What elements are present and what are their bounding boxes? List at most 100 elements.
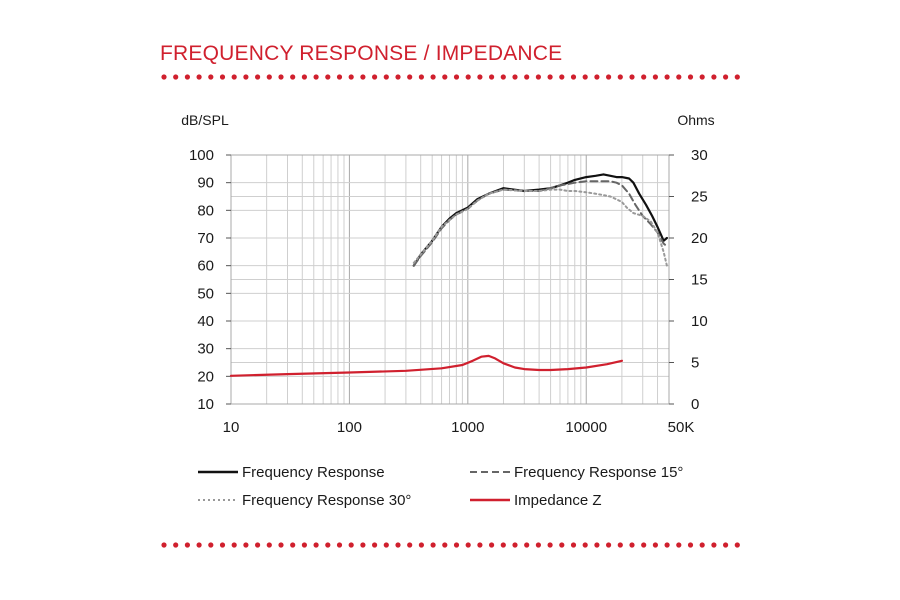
divider-dot [372,542,378,548]
divider-dot [606,74,612,80]
divider-dot [617,542,623,548]
divider-dot [290,74,296,80]
y-left-tick-label: 50 [197,285,214,302]
divider-dot [477,542,483,548]
divider-dot [208,542,214,548]
divider-dot [606,542,612,548]
divider-dot [489,542,495,548]
legend-label-3: Frequency Response 30° [242,492,411,509]
y-right-axis-label: Ohms [677,112,714,128]
divider-dot [676,542,682,548]
divider-dot [173,74,179,80]
divider-dot [301,74,307,80]
section-title: FREQUENCY RESPONSE / IMPEDANCE [160,42,563,65]
divider-dot [430,542,436,548]
divider-dot [395,542,401,548]
divider-dot [547,542,553,548]
legend-label-2: Frequency Response 15° [514,464,683,481]
divider-dot [723,542,729,548]
divider-dot [512,542,518,548]
divider-dot [711,542,717,548]
legend-label-4: Impedance Z [514,492,602,509]
divider-dot [255,74,261,80]
x-tick-label: 10000 [565,419,607,436]
divider-dot [360,542,366,548]
divider-dot [524,542,530,548]
y-left-tick-label: 80 [197,202,214,219]
divider-dots-top [161,74,740,80]
y-left-tick-label: 10 [197,396,214,413]
series-line-3 [412,188,668,267]
divider-dot [418,542,424,548]
divider-dot [278,542,284,548]
divider-dot [313,542,319,548]
divider-dot [360,74,366,80]
divider-dot [734,74,740,80]
divider-dot [687,74,694,80]
y-right-tick-label: 30 [691,147,708,164]
divider-dot [231,74,237,80]
divider-dot [219,542,226,548]
divider-dot [512,74,518,80]
chart-grid [230,154,670,405]
divider-dot [570,74,577,80]
x-tick-label: 100 [337,419,362,436]
divider-dot [535,542,541,548]
divider-dot [336,74,343,80]
y-left-tick-label: 100 [189,147,214,164]
divider-dot [570,542,577,548]
divider-dot [559,542,565,548]
divider-dot [407,542,413,548]
divider-dot [243,542,249,548]
y-right-tick-label: 5 [691,355,699,372]
divider-dot [255,542,261,548]
divider-dot [196,542,202,548]
divider-dot [161,74,167,80]
divider-dot [219,74,226,80]
y-right-tick-label: 0 [691,396,699,413]
divider-dot [325,542,331,548]
divider-dot [711,74,717,80]
y-right-tick-label: 10 [691,313,708,330]
series-line-4 [229,354,623,377]
divider-dot [676,74,682,80]
divider-dot [278,74,284,80]
y-left-axis-label: dB/SPL [181,112,229,128]
y-left-tick-label: 20 [197,368,214,385]
divider-dot [184,542,190,548]
divider-dot [301,542,307,548]
divider-dot [629,74,635,80]
x-tick-label: 50K [668,419,695,436]
divider-dot [617,74,623,80]
divider-dot [465,542,471,548]
series-line-1 [412,173,668,267]
divider-dot [594,74,600,80]
divider-dot [500,542,506,548]
divider-dot [535,74,541,80]
x-tick-label: 1000 [451,419,484,436]
divider-dot [641,542,647,548]
divider-dot [664,542,670,548]
divider-dot [348,74,354,80]
y-left-tick-label: 40 [197,313,214,330]
divider-dot [477,74,483,80]
divider-dot [184,74,190,80]
divider-dot [594,542,600,548]
divider-dot [325,74,331,80]
divider-dot [559,74,565,80]
divider-dot [196,74,202,80]
divider-dot [641,74,647,80]
divider-dot [290,542,296,548]
legend-label-1: Frequency Response [242,464,385,481]
y-left-tick-label: 70 [197,230,214,247]
divider-dot [173,542,179,548]
divider-dot [266,542,272,548]
x-tick-label: 10 [223,419,240,436]
divider-dot [161,542,167,548]
divider-dot [582,542,588,548]
divider-dot [266,74,272,80]
divider-dot [442,542,448,548]
y-left-tick-label: 30 [197,341,214,358]
divider-dot [524,74,530,80]
divider-dot [629,542,635,548]
